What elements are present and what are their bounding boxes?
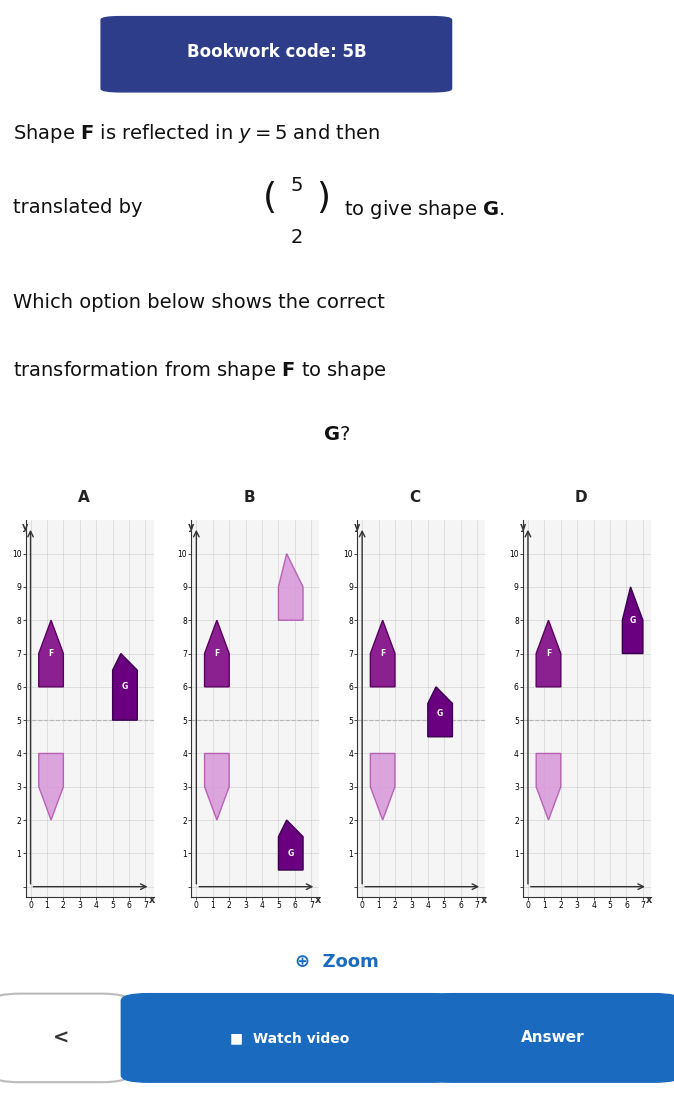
Text: (: ( — [263, 182, 276, 216]
Polygon shape — [622, 587, 643, 653]
Text: Shape $\mathbf{F}$ is reflected in $y = 5$ and then: Shape $\mathbf{F}$ is reflected in $y = … — [13, 122, 381, 145]
Text: G: G — [437, 708, 443, 718]
Text: x: x — [149, 896, 155, 906]
Text: Which option below shows the correct: Which option below shows the correct — [13, 293, 386, 312]
Text: G: G — [122, 682, 128, 692]
Text: <: < — [53, 1028, 69, 1047]
FancyBboxPatch shape — [0, 994, 128, 1083]
FancyBboxPatch shape — [121, 994, 458, 1083]
Polygon shape — [536, 754, 561, 820]
Text: y: y — [188, 523, 195, 532]
Text: F: F — [546, 649, 551, 658]
Text: 5: 5 — [290, 176, 303, 196]
Text: x: x — [315, 896, 321, 906]
Text: transformation from shape $\mathbf{F}$ to shape: transformation from shape $\mathbf{F}$ t… — [13, 359, 387, 382]
Text: y: y — [520, 523, 526, 532]
Text: F: F — [380, 649, 386, 658]
Polygon shape — [113, 653, 137, 721]
Polygon shape — [428, 686, 452, 737]
Text: ): ) — [317, 182, 330, 216]
Text: C: C — [410, 489, 421, 505]
Text: G: G — [288, 849, 294, 858]
Polygon shape — [204, 754, 229, 820]
Text: B: B — [243, 489, 255, 505]
Text: y: y — [354, 523, 361, 532]
FancyBboxPatch shape — [101, 17, 452, 92]
Text: Bookwork code: 5B: Bookwork code: 5B — [187, 43, 366, 61]
Polygon shape — [278, 554, 303, 620]
Text: G: G — [630, 615, 636, 624]
Text: translated by: translated by — [13, 198, 143, 217]
Text: A: A — [78, 489, 90, 505]
Text: x: x — [481, 896, 487, 906]
Polygon shape — [278, 820, 303, 870]
Text: ■  Watch video: ■ Watch video — [230, 1031, 350, 1045]
Text: $\mathbf{G}$?: $\mathbf{G}$? — [324, 425, 350, 444]
Polygon shape — [38, 620, 63, 686]
FancyBboxPatch shape — [425, 994, 674, 1083]
Polygon shape — [38, 754, 63, 820]
Polygon shape — [370, 754, 395, 820]
Polygon shape — [536, 620, 561, 686]
Text: ⊕  Zoom: ⊕ Zoom — [295, 953, 379, 971]
Polygon shape — [204, 620, 229, 686]
Text: x: x — [646, 896, 652, 906]
Text: Answer: Answer — [521, 1031, 584, 1045]
Text: F: F — [214, 649, 220, 658]
Polygon shape — [370, 620, 395, 686]
Text: 2: 2 — [290, 228, 303, 247]
Text: D: D — [575, 489, 587, 505]
Text: y: y — [22, 523, 29, 532]
Text: F: F — [49, 649, 54, 658]
Text: to give shape $\mathbf{G}.$: to give shape $\mathbf{G}.$ — [344, 198, 504, 221]
